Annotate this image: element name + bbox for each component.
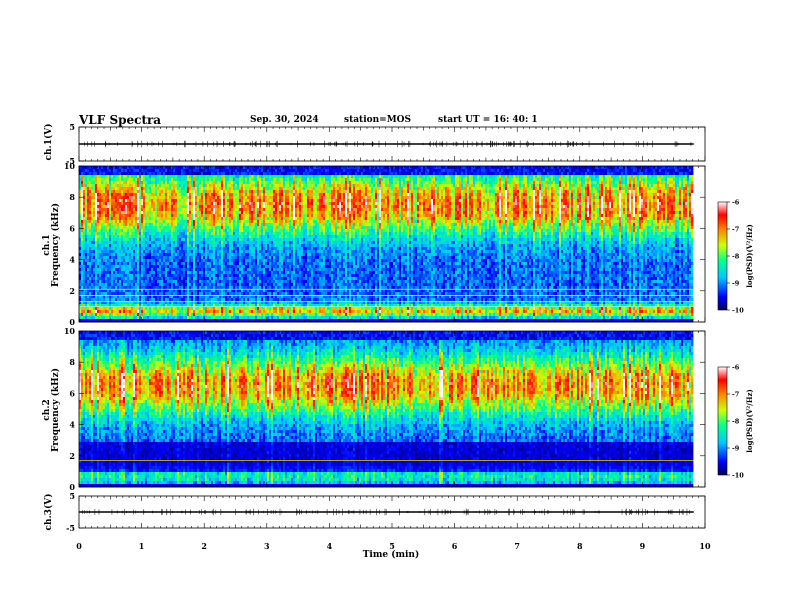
ch3-waveform-panel: 5-50 1 2 3 4 5 6 7 8 9 10 bbox=[66, 491, 711, 551]
colorbar-tick-label: -8 bbox=[732, 418, 740, 426]
colorbar-tick-label: -10 bbox=[732, 307, 744, 315]
x-tick-label: 1 bbox=[139, 541, 145, 551]
x-tick-label: 0 bbox=[76, 541, 82, 551]
ch1-waveform-ytick-label: 5 bbox=[69, 122, 75, 132]
colorbar-ch1-label: log(PSD)(V²/Hz) bbox=[745, 224, 754, 288]
ch2-spectrogram-ytick-label: 6 bbox=[69, 388, 75, 398]
ch3-waveform-ytick-label: 5 bbox=[69, 491, 75, 501]
ch3-waveform-ylabel: ch.3(V) bbox=[43, 494, 54, 531]
ch1-waveform-ylabel: ch.1(V) bbox=[43, 124, 54, 161]
colorbar-ch2-label: log(PSD)(V²/Hz) bbox=[745, 389, 754, 453]
x-tick-label: 8 bbox=[577, 541, 583, 551]
colorbar-tick-label: -10 bbox=[732, 472, 744, 480]
ch2-spectrogram-ytick-label: 2 bbox=[69, 451, 75, 461]
ch1-spectrogram-ylabel-freq: Frequency (kHz) bbox=[50, 203, 61, 287]
ch1-spectrogram-ytick-label: 2 bbox=[69, 286, 75, 296]
ch1-spectrogram-image bbox=[79, 166, 693, 322]
ch1-spectrogram-ytick-label: 10 bbox=[64, 161, 76, 171]
colorbar-tick-label: -6 bbox=[732, 364, 740, 372]
colorbar-tick-label: -7 bbox=[732, 391, 739, 399]
x-tick-label: 4 bbox=[327, 541, 333, 551]
x-tick-label: 2 bbox=[201, 541, 207, 551]
x-axis-label: Time (min) bbox=[363, 549, 420, 560]
colorbar-tick-label: -7 bbox=[732, 226, 739, 234]
ch2-spectrogram-image bbox=[79, 331, 693, 487]
ch1-spectrogram-ytick-label: 4 bbox=[69, 255, 75, 265]
colorbar-tick-label: -9 bbox=[732, 445, 740, 453]
x-tick-label: 9 bbox=[640, 541, 646, 551]
x-tick-label: 6 bbox=[452, 541, 458, 551]
ch2-spectrogram-ytick-label: 10 bbox=[64, 326, 76, 336]
vlf-figure: 5-5 0246810 0246810 5-50 1 2 3 4 5 6 7 8 9 10 ch.1… bbox=[0, 0, 792, 612]
ch1-waveform-panel: 5-5 bbox=[66, 122, 705, 166]
colorbar-ch2: -6 -7 -8 -9 -10 log(PSD)(V²/Hz) bbox=[718, 364, 754, 480]
ch1-spectrogram-ytick-label: 6 bbox=[69, 223, 75, 233]
x-tick-label: 3 bbox=[264, 541, 270, 551]
colorbar-ch1: -6 -7 -8 -9 -10 log(PSD)(V²/Hz) bbox=[718, 199, 754, 315]
colorbar-tick-label: -9 bbox=[732, 280, 740, 288]
x-tick-label: 7 bbox=[514, 541, 520, 551]
colorbar-tick-label: -8 bbox=[732, 253, 740, 261]
ch2-spectrogram-ylabel-freq: Frequency (kHz) bbox=[50, 368, 61, 452]
colorbar-tick-label: -6 bbox=[732, 199, 740, 207]
x-tick-label: 10 bbox=[699, 541, 711, 551]
ch3-waveform-ytick-label: -5 bbox=[66, 523, 75, 533]
ch2-spectrogram-ytick-label: 8 bbox=[69, 357, 75, 367]
ch2-spectrogram-ytick-label: 4 bbox=[69, 420, 75, 430]
ch1-spectrogram-ytick-label: 8 bbox=[69, 192, 75, 202]
